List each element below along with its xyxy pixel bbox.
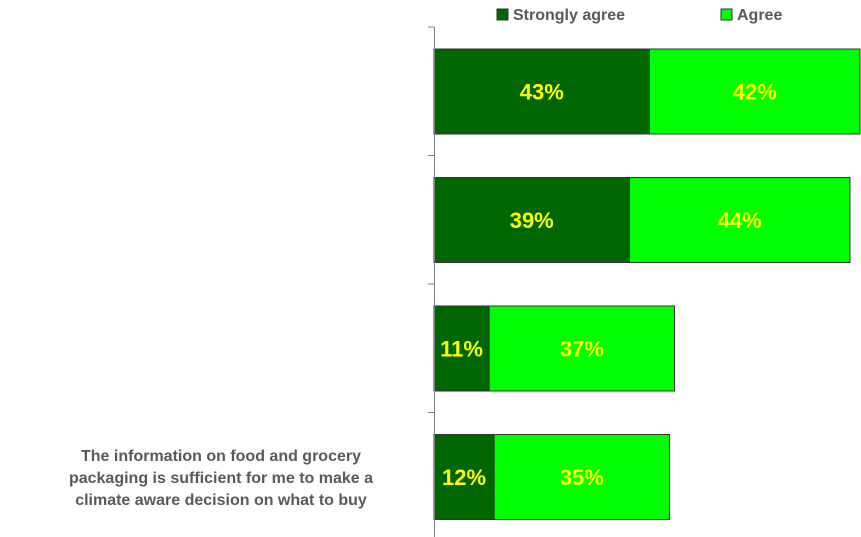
y-axis	[428, 26, 435, 537]
bar-agree-2	[628, 177, 851, 263]
legend: Strongly agree Agree	[496, 7, 782, 24]
legend-swatch-agree	[720, 8, 733, 21]
category-label-line: The information on food and grocery	[81, 448, 361, 465]
bar-strongly-agree-3	[433, 305, 490, 392]
value-label: 44%	[718, 208, 762, 233]
value-label: 12%	[442, 465, 486, 490]
bars: 43% 42% 39% 44% 11% 37% 12% 35%	[433, 48, 861, 520]
value-label: 43%	[520, 80, 564, 105]
bar-strongly-agree-1	[433, 48, 651, 135]
value-label: 37%	[560, 337, 604, 362]
value-label: 42%	[733, 80, 777, 105]
value-label: 39%	[510, 208, 554, 233]
bar-agree-4	[493, 434, 671, 520]
bar-strongly-agree-4	[433, 434, 495, 520]
bar-agree-1	[649, 48, 861, 135]
category-labels: The information on food and grocery packa…	[69, 448, 373, 509]
legend-label-agree: Agree	[737, 7, 782, 24]
legend-swatch-strongly-agree	[496, 8, 509, 21]
value-label: 11%	[440, 337, 483, 362]
bar-agree-3	[488, 305, 676, 392]
value-label: 35%	[560, 465, 604, 490]
bar-strongly-agree-2	[433, 177, 630, 263]
category-label-line: climate aware decision on what to buy	[75, 492, 367, 509]
legend-label-strongly-agree: Strongly agree	[513, 7, 625, 24]
category-label-line: packaging is sufficient for me to make a	[69, 470, 373, 487]
